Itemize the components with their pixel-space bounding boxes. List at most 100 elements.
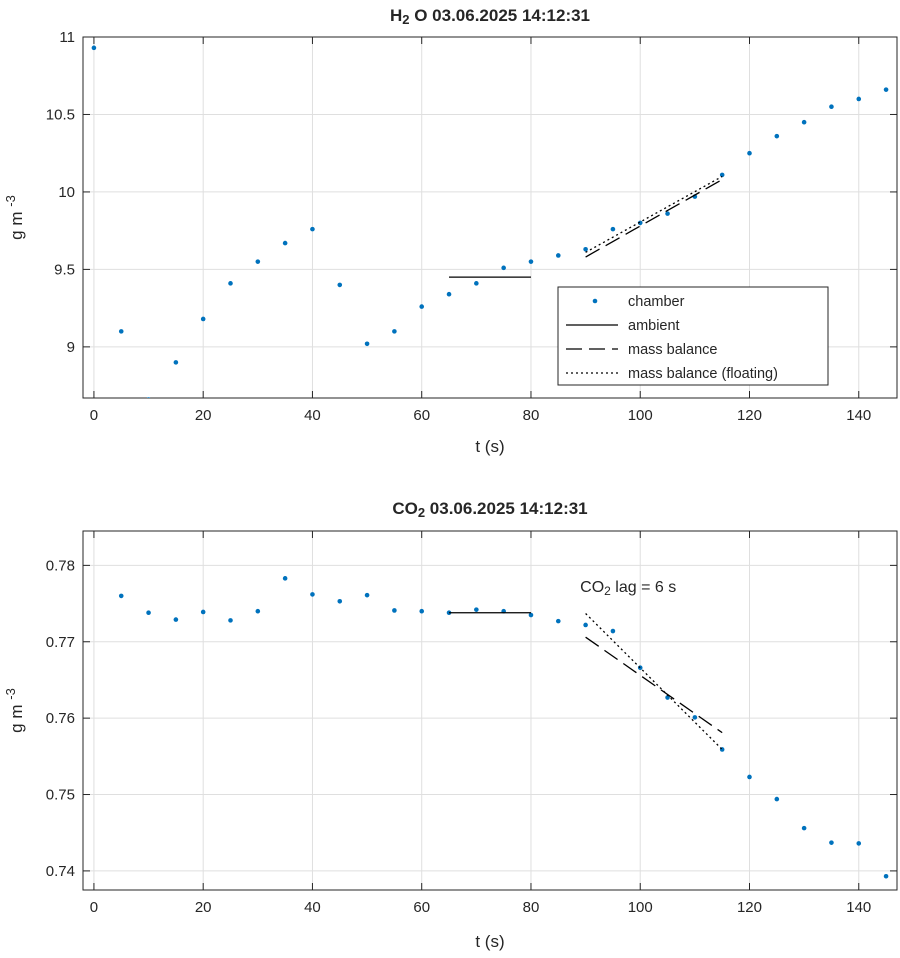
chamber-point bbox=[146, 397, 151, 398]
x-tick-label: 140 bbox=[846, 899, 871, 916]
chamber-point bbox=[118, 593, 124, 599]
y-tick-label: 11 bbox=[59, 29, 75, 46]
axes-box bbox=[82, 530, 898, 891]
chamber-point bbox=[282, 240, 288, 246]
x-tick-label: 20 bbox=[195, 899, 212, 916]
chamber-point bbox=[747, 150, 752, 156]
chamber-point bbox=[774, 796, 780, 802]
y-tick-label: 9 bbox=[67, 339, 75, 356]
y-tick-label: 0.76 bbox=[46, 710, 75, 727]
chamber-point bbox=[610, 226, 616, 232]
chamber-point bbox=[829, 840, 834, 845]
chamber-point bbox=[146, 610, 151, 616]
chart-title: CO2 03.06.2025 14:12:31 bbox=[392, 499, 587, 520]
chamber-point bbox=[637, 220, 643, 226]
x-axis-label: t (s) bbox=[475, 437, 504, 456]
chamber-point bbox=[337, 282, 343, 288]
series-mass-balance bbox=[585, 636, 723, 734]
chamber-point bbox=[173, 617, 179, 622]
chamber-point bbox=[337, 598, 343, 604]
legend-marker-chamber bbox=[592, 298, 598, 304]
plot-area bbox=[83, 531, 897, 890]
x-axis-label: t (s) bbox=[475, 932, 504, 951]
chamber-point bbox=[310, 592, 315, 597]
chamber-point bbox=[501, 265, 506, 271]
y-tick-label: 10 bbox=[58, 184, 75, 201]
chamber-point bbox=[583, 622, 588, 628]
x-tick-label: 60 bbox=[413, 407, 430, 424]
chamber-point bbox=[883, 873, 889, 879]
chamber-point bbox=[719, 172, 725, 178]
x-tick-label: 80 bbox=[523, 407, 540, 424]
chamber-point bbox=[555, 253, 561, 258]
series-mass-balance-floating bbox=[585, 175, 723, 253]
chamber-point bbox=[774, 133, 780, 139]
y-tick-label: 0.77 bbox=[46, 634, 75, 651]
chamber-point bbox=[474, 607, 479, 612]
data-layer bbox=[118, 576, 889, 879]
chamber-point bbox=[583, 246, 588, 252]
x-tick-label: 40 bbox=[304, 407, 321, 424]
chamber-point bbox=[228, 281, 233, 286]
y-tick-label: 10.5 bbox=[46, 106, 75, 123]
chamber-point bbox=[200, 609, 206, 615]
chamber-point bbox=[856, 96, 862, 102]
y-tick-label: 0.78 bbox=[46, 557, 75, 574]
chamber-point bbox=[282, 576, 288, 581]
chamber-point bbox=[665, 695, 670, 700]
lag-annotation: CO2 lag = 6 s bbox=[580, 579, 676, 598]
x-tick-label: 120 bbox=[737, 899, 762, 916]
x-tick-label: 40 bbox=[304, 899, 321, 916]
chamber-point bbox=[528, 612, 534, 618]
legend-label: mass balance bbox=[628, 342, 717, 358]
chamber-point bbox=[474, 281, 479, 286]
y-tick-label: 9.5 bbox=[54, 261, 75, 278]
chamber-point bbox=[692, 715, 698, 720]
x-tick-label: 100 bbox=[628, 899, 653, 916]
data-layer bbox=[91, 45, 889, 398]
chamber-point bbox=[392, 329, 397, 334]
series-mass-balance-floating bbox=[585, 613, 723, 750]
chamber-point bbox=[419, 608, 425, 614]
legend-box bbox=[557, 286, 829, 386]
chamber-point bbox=[801, 119, 807, 125]
chamber-point bbox=[801, 825, 807, 831]
chamber-point bbox=[364, 341, 370, 347]
x-tick-label: 0 bbox=[90, 407, 98, 424]
legend-label: chamber bbox=[628, 294, 685, 310]
chamber-point bbox=[173, 360, 179, 365]
chart-title: H2 O 03.06.2025 14:12:31 bbox=[390, 6, 590, 27]
chamber-point bbox=[528, 259, 534, 264]
x-tick-label: 60 bbox=[413, 899, 430, 916]
chamber-point bbox=[255, 259, 261, 264]
chamber-point bbox=[255, 608, 261, 614]
x-tick-label: 140 bbox=[846, 407, 871, 424]
x-tick-label: 120 bbox=[737, 407, 762, 424]
chamber-point bbox=[364, 592, 370, 598]
chamber-point bbox=[665, 211, 670, 216]
chamber-point bbox=[555, 618, 561, 624]
panel-1: 0 20 40 60 80 100 120 140 9 9.5 10 10.5 11 H2 O 03.06… bbox=[3, 6, 898, 456]
x-tick-label: 0 bbox=[90, 899, 98, 916]
legend-label: ambient bbox=[628, 318, 680, 334]
y-axis-label: g m -3 bbox=[3, 195, 27, 240]
chamber-point bbox=[610, 628, 616, 634]
series-mass-balance bbox=[585, 178, 723, 258]
chamber-point bbox=[419, 304, 425, 309]
legend-label: mass balance (floating) bbox=[628, 366, 778, 382]
chamber-point bbox=[829, 104, 834, 110]
x-tick-label: 80 bbox=[523, 899, 540, 916]
chamber-point bbox=[310, 226, 315, 232]
legend: chamber ambient mass balance mass balance (… bbox=[557, 286, 829, 386]
chamber-point bbox=[392, 608, 397, 613]
chamber-point bbox=[856, 841, 862, 846]
chamber-point bbox=[883, 87, 889, 92]
axes-box bbox=[82, 36, 898, 399]
y-tick-label: 0.75 bbox=[46, 787, 75, 804]
chamber-point bbox=[118, 329, 124, 334]
chamber-point bbox=[228, 618, 233, 623]
panel-2: 0 20 40 60 80 100 120 140 0.74 0.75 0.76 0.77 0.78 CO… bbox=[3, 499, 898, 951]
chamber-point bbox=[747, 774, 752, 780]
